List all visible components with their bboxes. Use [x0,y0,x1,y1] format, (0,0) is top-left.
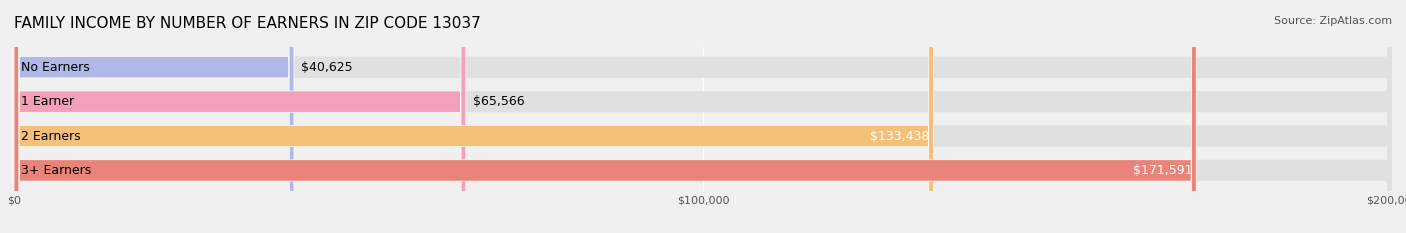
Text: 3+ Earners: 3+ Earners [21,164,91,177]
Text: No Earners: No Earners [21,61,90,74]
FancyBboxPatch shape [14,0,934,233]
Text: $40,625: $40,625 [301,61,353,74]
Text: $171,591: $171,591 [1133,164,1192,177]
Text: $133,438: $133,438 [870,130,929,143]
FancyBboxPatch shape [14,0,294,233]
FancyBboxPatch shape [14,0,1197,233]
Text: FAMILY INCOME BY NUMBER OF EARNERS IN ZIP CODE 13037: FAMILY INCOME BY NUMBER OF EARNERS IN ZI… [14,16,481,31]
Text: Source: ZipAtlas.com: Source: ZipAtlas.com [1274,16,1392,26]
FancyBboxPatch shape [14,0,1392,233]
Text: $65,566: $65,566 [472,95,524,108]
Text: 1 Earner: 1 Earner [21,95,75,108]
FancyBboxPatch shape [14,0,1392,233]
FancyBboxPatch shape [14,0,1392,233]
FancyBboxPatch shape [14,0,465,233]
Text: 2 Earners: 2 Earners [21,130,80,143]
FancyBboxPatch shape [14,0,1392,233]
